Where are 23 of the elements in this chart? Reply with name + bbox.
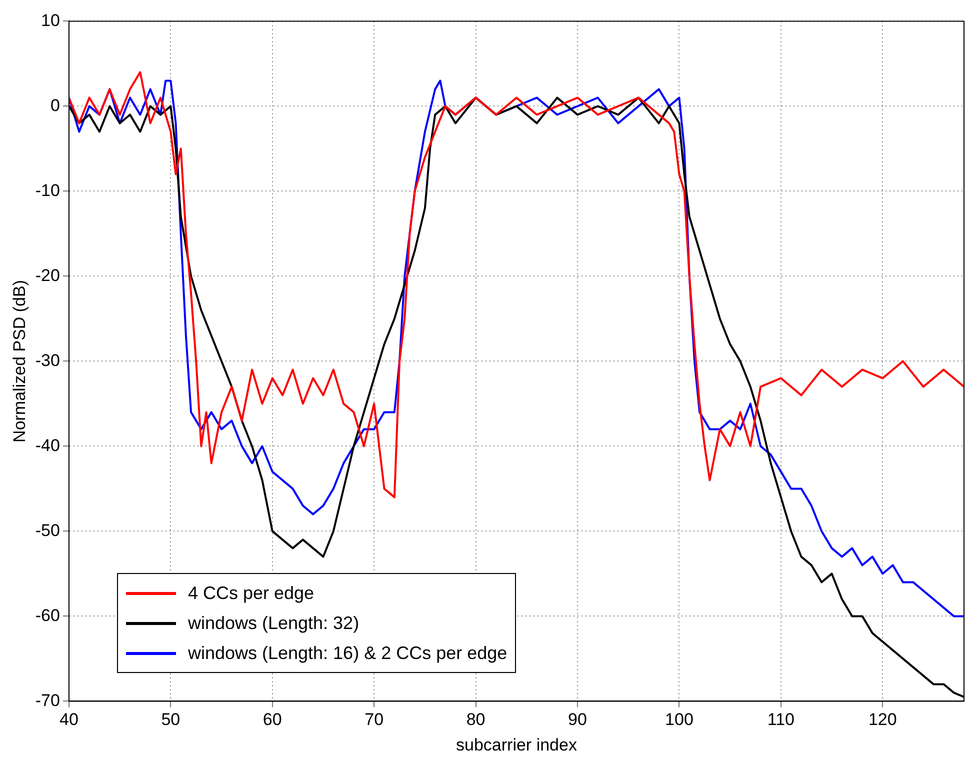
x-tick-label: 50 (161, 710, 180, 730)
legend-label: windows (Length: 16) & 2 CCs per edge (188, 642, 508, 664)
y-tick-label: -60 (35, 606, 60, 625)
y-tick-label: -20 (35, 266, 60, 285)
x-tick-label: 90 (568, 710, 587, 730)
y-tick-label: 10 (41, 10, 60, 30)
x-tick-label: 80 (466, 710, 486, 730)
x-tick-label: 60 (262, 710, 282, 730)
y-axis-title: Normalized PSD (dB) (10, 280, 29, 442)
y-tick-label: -50 (35, 520, 60, 540)
legend-label: windows (Length: 32) (188, 612, 360, 634)
x-tick-label: 40 (60, 710, 78, 730)
y-tick-label: -40 (35, 436, 60, 455)
y-tick-label: -70 (35, 690, 60, 710)
y-tick-label: 0 (50, 96, 60, 115)
x-tick-label: 100 (665, 710, 694, 730)
x-tick-label: 70 (364, 710, 384, 730)
x-tick-label: 120 (868, 710, 897, 730)
y-tick-label: -10 (35, 180, 60, 200)
y-tick-label: -30 (35, 350, 60, 370)
legend-label: 4 CCs per edge (188, 582, 314, 604)
x-axis-title: subcarrier index (456, 735, 578, 754)
x-tick-label: 110 (767, 710, 794, 730)
